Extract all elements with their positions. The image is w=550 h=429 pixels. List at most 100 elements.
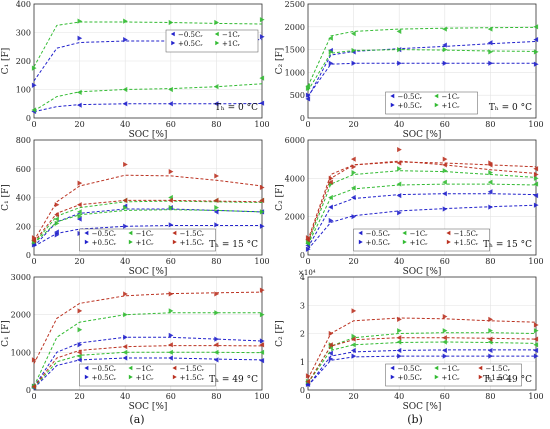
y-axis-label: C₁ [F] <box>1 184 11 211</box>
x-axis-label: SOC [%] <box>403 402 442 412</box>
data-point <box>31 107 37 113</box>
data-point <box>351 31 356 37</box>
data-point <box>351 185 356 191</box>
series-fit-line <box>307 26 537 87</box>
legend-marker <box>402 239 407 245</box>
legend-label: +1Cᵣ <box>222 40 241 48</box>
data-point <box>533 36 539 43</box>
data-point <box>77 308 83 314</box>
data-point <box>328 175 334 181</box>
data-point <box>168 101 173 107</box>
data-point <box>351 214 357 220</box>
data-point <box>259 184 265 191</box>
data-point <box>396 28 402 34</box>
legend-marker <box>172 239 177 245</box>
temperature-label: Tₕ = 49 °C <box>209 375 258 385</box>
data-point <box>168 86 173 93</box>
data-point <box>77 89 82 95</box>
data-point <box>123 204 128 211</box>
data-point <box>487 26 493 32</box>
data-point <box>328 330 334 337</box>
legend-label: −1Cᵣ <box>442 365 461 373</box>
x-tick-label: 0 <box>305 120 310 129</box>
data-point <box>397 210 402 216</box>
data-point <box>122 101 128 107</box>
data-point <box>123 161 128 168</box>
legend-marker <box>390 365 395 371</box>
data-point <box>351 47 357 54</box>
x-tick-label: 40 <box>394 120 404 129</box>
temperature-label: Tₕ = 0 °C <box>489 103 532 113</box>
data-point <box>533 192 539 199</box>
legend-marker <box>171 40 176 46</box>
data-point <box>442 60 448 66</box>
legend: −0.5Cᵣ+0.5Cᵣ −1Cᵣ+1Cᵣ −1.5Cᵣ+1.5Cᵣ <box>79 363 216 387</box>
y-tick-label: 2000 <box>11 311 31 320</box>
data-point <box>396 335 402 341</box>
x-tick-label: 80 <box>211 120 221 129</box>
data-point <box>397 47 402 53</box>
chart-c2_T15: 0 20 40 60 80 100 0 2000 4000 6000 SOC [%] C₂ [F] −0… <box>275 136 544 277</box>
legend-label: −0.5Cᵣ <box>92 230 117 238</box>
data-point <box>305 83 311 89</box>
legend-label: −0.5Cᵣ <box>366 230 391 238</box>
data-point <box>305 85 311 91</box>
data-point <box>77 342 83 348</box>
data-point <box>77 209 82 215</box>
legend-label: −1Cᵣ <box>136 230 155 238</box>
x-tick-label: 0 <box>31 257 36 266</box>
legend-marker <box>84 374 89 380</box>
data-point <box>305 96 311 102</box>
y-axis-exponent: ×10⁴ <box>298 269 316 277</box>
data-point <box>487 189 493 195</box>
data-point <box>168 222 174 228</box>
legend-label: −1.5Cᵣ <box>454 230 479 238</box>
data-point <box>488 328 493 334</box>
data-point <box>442 339 447 345</box>
legend-label: +1Cᵣ <box>410 239 429 247</box>
data-point <box>328 49 334 55</box>
data-point <box>533 175 539 181</box>
legend-marker <box>172 374 177 380</box>
x-tick-label: 100 <box>528 257 543 266</box>
series-fit-line <box>307 62 536 97</box>
data-point <box>168 342 173 348</box>
data-point <box>259 223 265 229</box>
y-tick-label: 4 <box>300 273 305 282</box>
x-tick-label: 80 <box>211 392 221 401</box>
data-point <box>168 349 173 355</box>
x-tick-label: 100 <box>254 392 269 401</box>
y-tick-label: 3 <box>300 301 305 310</box>
data-point <box>122 349 128 355</box>
legend-box <box>385 91 478 115</box>
x-tick-label: 20 <box>75 392 85 401</box>
data-point <box>31 357 37 363</box>
y-tick-label: 1 <box>300 358 305 367</box>
data-point <box>214 204 219 211</box>
y-tick-label: 1000 <box>11 348 31 357</box>
data-point <box>396 192 402 199</box>
data-point <box>396 160 402 166</box>
data-point <box>488 160 493 166</box>
data-point <box>31 65 37 71</box>
x-tick-label: 40 <box>120 257 130 266</box>
data-point <box>397 146 402 153</box>
x-tick-label: 0 <box>305 392 310 401</box>
data-point <box>214 19 219 26</box>
data-point <box>351 333 357 339</box>
data-point <box>213 84 219 90</box>
data-point <box>442 328 448 334</box>
data-point <box>351 353 357 359</box>
y-tick-label: 0 <box>300 114 305 123</box>
data-point <box>168 169 174 175</box>
x-tick-label: 60 <box>440 120 450 129</box>
x-tick-label: 20 <box>75 257 85 266</box>
data-point <box>442 313 448 320</box>
legend-box <box>385 363 522 387</box>
data-point <box>213 101 219 107</box>
data-point <box>351 194 356 201</box>
legend-marker <box>446 230 451 236</box>
plot-frame <box>307 3 537 119</box>
